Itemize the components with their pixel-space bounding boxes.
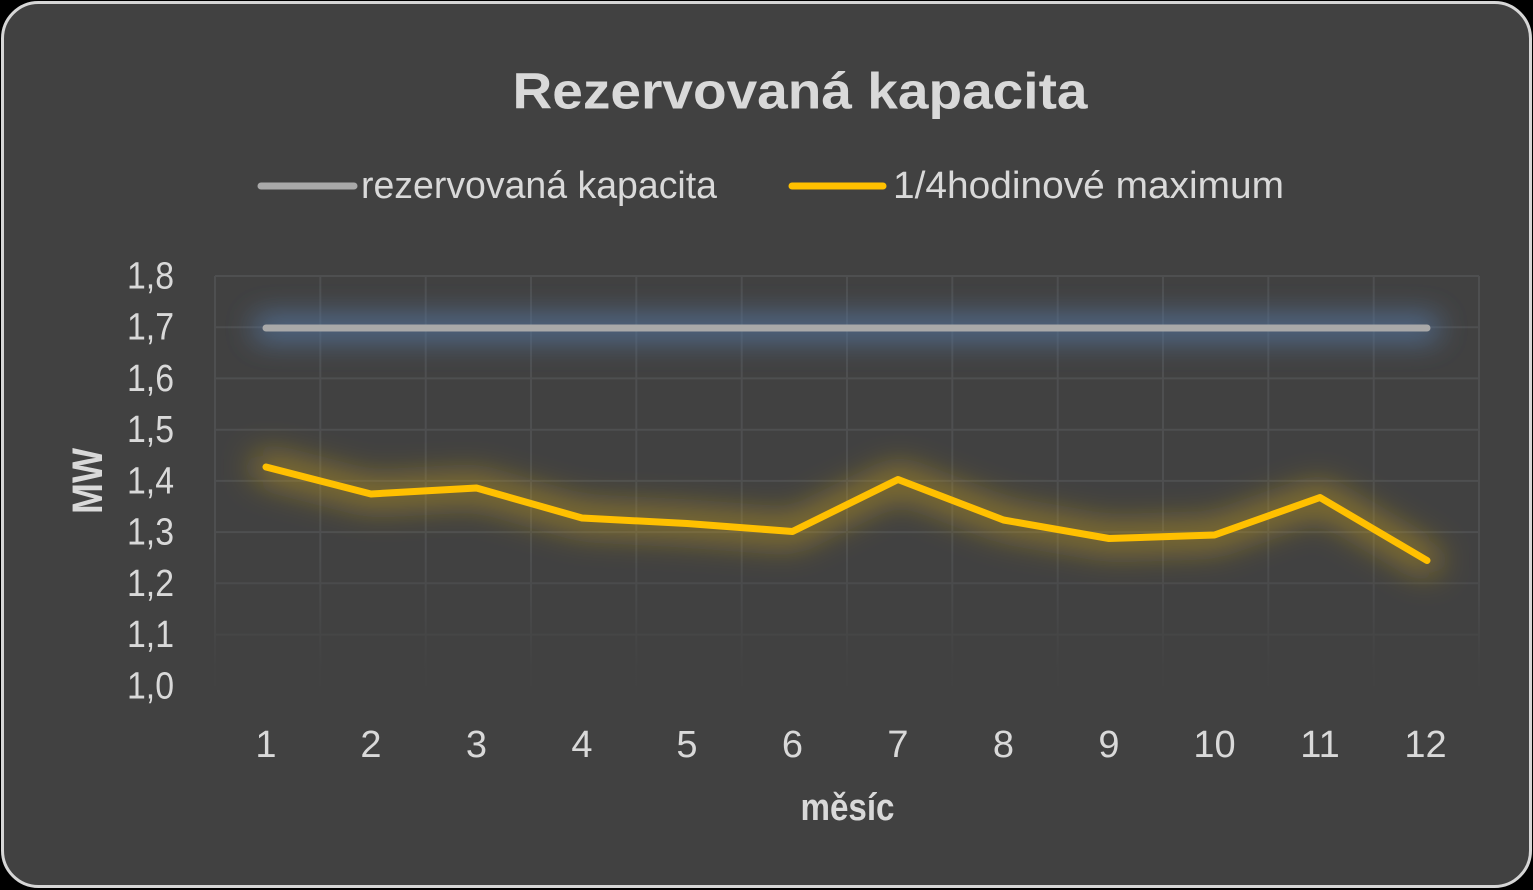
svg-text:5: 5 (676, 724, 697, 766)
svg-text:1,2: 1,2 (127, 563, 174, 605)
svg-text:1,3: 1,3 (127, 512, 174, 554)
svg-text:1,6: 1,6 (127, 358, 174, 400)
svg-text:6: 6 (782, 724, 803, 766)
svg-text:1,1: 1,1 (127, 614, 174, 656)
svg-text:měsíc: měsíc (801, 787, 895, 829)
svg-text:9: 9 (1098, 724, 1119, 766)
svg-text:1: 1 (255, 724, 276, 766)
svg-text:MW: MW (64, 448, 112, 514)
svg-text:rezervovaná kapacita: rezervovaná kapacita (361, 165, 718, 207)
svg-text:Rezervovaná kapacita: Rezervovaná kapacita (513, 63, 1089, 120)
svg-text:11: 11 (1300, 724, 1339, 766)
svg-text:10: 10 (1193, 724, 1235, 766)
svg-text:8: 8 (993, 724, 1014, 766)
svg-text:1,0: 1,0 (127, 665, 174, 707)
svg-text:12: 12 (1404, 724, 1446, 766)
svg-text:4: 4 (571, 724, 592, 766)
svg-text:1,7: 1,7 (127, 307, 174, 349)
svg-text:1,5: 1,5 (127, 409, 174, 451)
svg-text:3: 3 (466, 724, 487, 766)
svg-text:2: 2 (360, 724, 381, 766)
svg-text:7: 7 (887, 724, 908, 766)
svg-text:1,8: 1,8 (127, 256, 174, 298)
svg-text:1,4: 1,4 (127, 460, 174, 502)
svg-text:1/4hodinové maximum: 1/4hodinové maximum (893, 165, 1284, 207)
